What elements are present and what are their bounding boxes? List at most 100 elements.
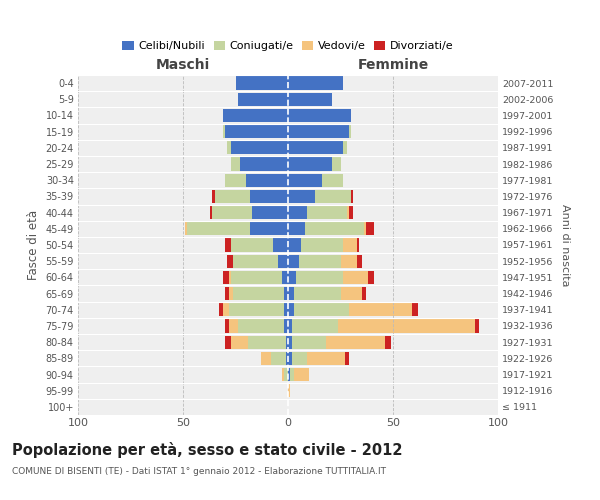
Bar <box>288 368 290 381</box>
Bar <box>187 222 288 235</box>
Bar <box>288 174 343 187</box>
Bar <box>284 303 288 316</box>
Bar <box>288 368 309 381</box>
Bar <box>288 287 366 300</box>
Bar <box>238 92 288 106</box>
Bar <box>235 76 288 90</box>
Bar <box>282 368 288 381</box>
Bar <box>288 287 361 300</box>
Bar <box>232 270 288 284</box>
Bar <box>225 125 288 138</box>
Bar <box>212 206 288 220</box>
Bar <box>288 206 353 220</box>
Bar <box>225 320 288 332</box>
Bar <box>288 158 341 170</box>
Bar <box>288 287 295 300</box>
Bar <box>229 303 288 316</box>
Bar <box>223 125 288 138</box>
Bar <box>288 384 290 398</box>
Bar <box>288 287 341 300</box>
Bar <box>288 254 361 268</box>
Bar <box>246 174 288 187</box>
Bar <box>238 320 288 332</box>
Bar <box>227 141 288 154</box>
Bar <box>288 238 359 252</box>
Bar <box>238 92 288 106</box>
Bar <box>286 352 288 365</box>
Bar <box>223 109 288 122</box>
Bar <box>229 270 288 284</box>
Bar <box>288 190 353 203</box>
Bar <box>284 287 288 300</box>
Bar <box>235 76 288 90</box>
Bar <box>288 303 418 316</box>
Bar <box>227 254 288 268</box>
Bar <box>288 206 307 220</box>
Bar <box>218 303 288 316</box>
Bar <box>288 336 385 349</box>
Bar <box>232 141 288 154</box>
Bar <box>225 336 288 349</box>
Bar <box>282 368 288 381</box>
Bar <box>235 76 288 90</box>
Bar <box>227 141 288 154</box>
Bar <box>288 141 347 154</box>
Bar <box>225 174 288 187</box>
Text: COMUNE DI BISENTI (TE) - Dati ISTAT 1° gennaio 2012 - Elaborazione TUTTITALIA.IT: COMUNE DI BISENTI (TE) - Dati ISTAT 1° g… <box>12 468 386 476</box>
Bar <box>210 206 288 220</box>
Bar <box>288 303 412 316</box>
Bar <box>288 352 292 365</box>
Bar <box>232 158 288 170</box>
Bar <box>288 92 332 106</box>
Bar <box>288 222 366 235</box>
Bar <box>223 109 288 122</box>
Bar <box>288 125 351 138</box>
Bar <box>232 238 288 252</box>
Bar <box>288 174 343 187</box>
Bar <box>277 254 288 268</box>
Bar <box>212 190 288 203</box>
Bar <box>288 336 326 349</box>
Bar <box>288 270 374 284</box>
Bar <box>288 76 343 90</box>
Bar <box>212 206 288 220</box>
Bar <box>288 254 299 268</box>
Bar <box>288 222 305 235</box>
Text: Femmine: Femmine <box>358 58 428 72</box>
Bar <box>223 125 288 138</box>
Bar <box>274 238 288 252</box>
Bar <box>288 76 343 90</box>
Bar <box>288 320 292 332</box>
Bar <box>288 368 309 381</box>
Bar <box>288 76 343 90</box>
Text: Popolazione per età, sesso e stato civile - 2012: Popolazione per età, sesso e stato civil… <box>12 442 403 458</box>
Bar <box>250 222 288 235</box>
Bar <box>223 109 288 122</box>
Bar <box>215 190 288 203</box>
Bar <box>288 190 316 203</box>
Bar <box>288 384 290 398</box>
Bar <box>288 270 343 284</box>
Bar <box>288 303 295 316</box>
Bar <box>232 158 288 170</box>
Bar <box>248 336 288 349</box>
Bar <box>288 352 345 365</box>
Bar <box>238 92 288 106</box>
Bar <box>288 109 351 122</box>
Bar <box>288 141 343 154</box>
Bar <box>223 109 288 122</box>
Bar <box>288 125 351 138</box>
Bar <box>225 287 288 300</box>
Bar <box>288 352 349 365</box>
Bar <box>229 287 288 300</box>
Bar <box>223 303 288 316</box>
Bar <box>227 141 288 154</box>
Bar <box>288 336 391 349</box>
Bar <box>288 206 347 220</box>
Bar <box>240 158 288 170</box>
Bar <box>288 141 347 154</box>
Y-axis label: Fasce di età: Fasce di età <box>27 210 40 280</box>
Bar <box>288 320 338 332</box>
Bar <box>233 254 288 268</box>
Text: Maschi: Maschi <box>156 58 210 72</box>
